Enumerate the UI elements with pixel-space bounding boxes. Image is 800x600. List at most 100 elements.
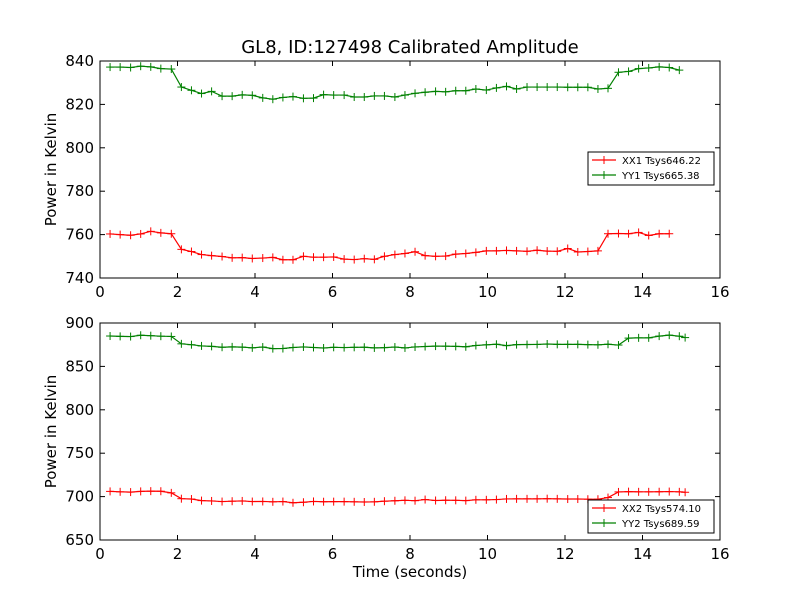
data-point (248, 497, 257, 506)
data-point (248, 254, 257, 263)
data-point (309, 343, 318, 352)
data-point (533, 340, 542, 349)
data-point (156, 487, 165, 496)
data-point (340, 255, 349, 264)
data-point (655, 229, 664, 238)
y-tick-label: 740 (65, 269, 94, 287)
data-point (644, 333, 653, 342)
data-point (319, 90, 328, 99)
y-tick-label: 900 (65, 314, 94, 332)
data-point (624, 487, 633, 496)
data-point (167, 488, 176, 497)
data-point (360, 93, 369, 102)
data-point (614, 341, 623, 350)
data-point (136, 487, 145, 496)
data-point (156, 228, 165, 237)
data-point (634, 487, 643, 496)
data-point (167, 332, 176, 341)
data-point (523, 83, 532, 92)
data-point (665, 229, 674, 238)
data-point (106, 487, 115, 496)
data-point (624, 229, 633, 238)
data-point (421, 251, 430, 260)
data-point (583, 340, 592, 349)
data-point (207, 342, 216, 351)
data-point (228, 342, 237, 351)
legend: XX2 Tsys574.10 YY2 Tsys689.59 (587, 499, 715, 534)
data-point (350, 343, 359, 352)
data-point (146, 62, 155, 71)
data-point (512, 84, 521, 93)
legend-label: XX1 Tsys646.22 (622, 156, 701, 167)
x-tick-label: 2 (173, 283, 183, 301)
data-point (451, 496, 460, 505)
data-point (207, 87, 216, 96)
data-point (288, 92, 297, 101)
data-point (370, 255, 379, 264)
data-point (665, 63, 674, 72)
data-point (340, 91, 349, 100)
data-point (390, 343, 399, 352)
data-point (106, 332, 115, 341)
data-point (482, 340, 491, 349)
data-point (431, 87, 440, 96)
data-point (441, 342, 450, 351)
data-point (136, 229, 145, 238)
data-point (461, 496, 470, 505)
data-point (471, 248, 480, 257)
data-point (471, 84, 480, 93)
series-1 (106, 227, 674, 264)
data-point (238, 343, 247, 352)
data-point (390, 496, 399, 505)
data-point (299, 94, 308, 103)
data-point (309, 497, 318, 506)
data-point (411, 496, 420, 505)
data-point (258, 343, 267, 352)
y-tick-label: 840 (65, 52, 94, 70)
x-tick-label: 10 (478, 283, 497, 301)
data-point (400, 343, 409, 352)
data-point (278, 497, 287, 506)
data-point (218, 497, 227, 506)
data-point (624, 334, 633, 343)
y-axis-label: Power in Kelvin (42, 375, 60, 489)
data-point (533, 494, 542, 503)
data-point (604, 340, 613, 349)
legend-box (587, 499, 715, 534)
data-point (441, 87, 450, 96)
data-point (360, 254, 369, 263)
data-point (400, 91, 409, 100)
chart-2: 0 2 4 6 8 10 12 14 16 650 700 750 800 850 900 Power in … (42, 314, 730, 581)
data-point (461, 342, 470, 351)
data-point (400, 496, 409, 505)
data-point (136, 331, 145, 340)
data-point (553, 83, 562, 92)
data-point (431, 496, 440, 505)
data-point (573, 247, 582, 256)
data-point (563, 340, 572, 349)
data-point (431, 342, 440, 351)
data-point (492, 495, 501, 504)
data-point (390, 250, 399, 259)
legend-label: YY1 Tsys665.38 (621, 171, 700, 182)
data-point (665, 487, 674, 496)
x-tick-label: 10 (478, 545, 497, 563)
y-tick-label: 700 (65, 488, 94, 506)
data-point (451, 86, 460, 95)
data-point (624, 67, 633, 76)
legend-label: XX2 Tsys574.10 (622, 504, 701, 515)
data-point (604, 84, 613, 93)
data-point (177, 339, 186, 348)
data-point (187, 86, 196, 95)
data-point (380, 252, 389, 261)
data-point (258, 93, 267, 102)
data-point (634, 228, 643, 237)
data-point (218, 252, 227, 261)
data-point (156, 332, 165, 341)
data-point (299, 498, 308, 507)
x-tick-label: 12 (555, 545, 574, 563)
data-point (644, 63, 653, 72)
x-tick-label: 12 (555, 283, 574, 301)
data-point (471, 341, 480, 350)
